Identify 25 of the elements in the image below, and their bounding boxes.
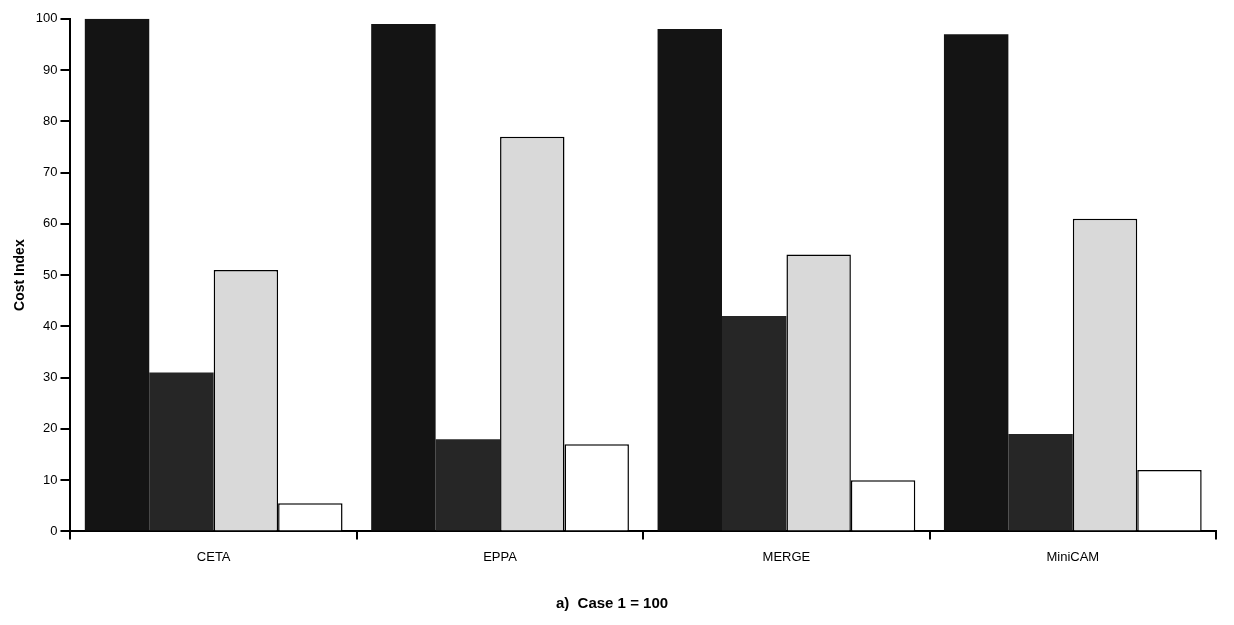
- y-tick-label: 50: [43, 266, 58, 282]
- y-tick-label: 30: [43, 369, 58, 385]
- y-tick-label: 40: [43, 317, 58, 333]
- x-tick-label: EPPA: [483, 548, 518, 564]
- y-tick-label: 20: [43, 420, 58, 436]
- bar: [943, 34, 1009, 531]
- y-tick-label: 0: [50, 522, 58, 538]
- x-tick-label: CETA: [196, 548, 231, 564]
- text: a) Case 1 = 100: [555, 594, 669, 612]
- bar: [371, 23, 436, 531]
- bar: [149, 372, 214, 531]
- x-tick-label: MERGE: [762, 548, 811, 564]
- y-tick-label: 80: [43, 112, 58, 128]
- y-axis-title: Cost Index: [11, 239, 28, 311]
- bar: [722, 316, 787, 531]
- bar: [657, 29, 722, 531]
- bar: [435, 439, 501, 531]
- y-tick-label: 10: [43, 471, 58, 487]
- bar: [1008, 434, 1073, 531]
- x-tick-label: MiniCAM: [1046, 548, 1100, 564]
- y-tick-label: 70: [43, 164, 58, 180]
- y-tick-label: 100: [35, 10, 58, 26]
- bar: [84, 18, 150, 531]
- y-tick-label: 90: [43, 61, 58, 77]
- y-tick-label: 60: [43, 215, 58, 231]
